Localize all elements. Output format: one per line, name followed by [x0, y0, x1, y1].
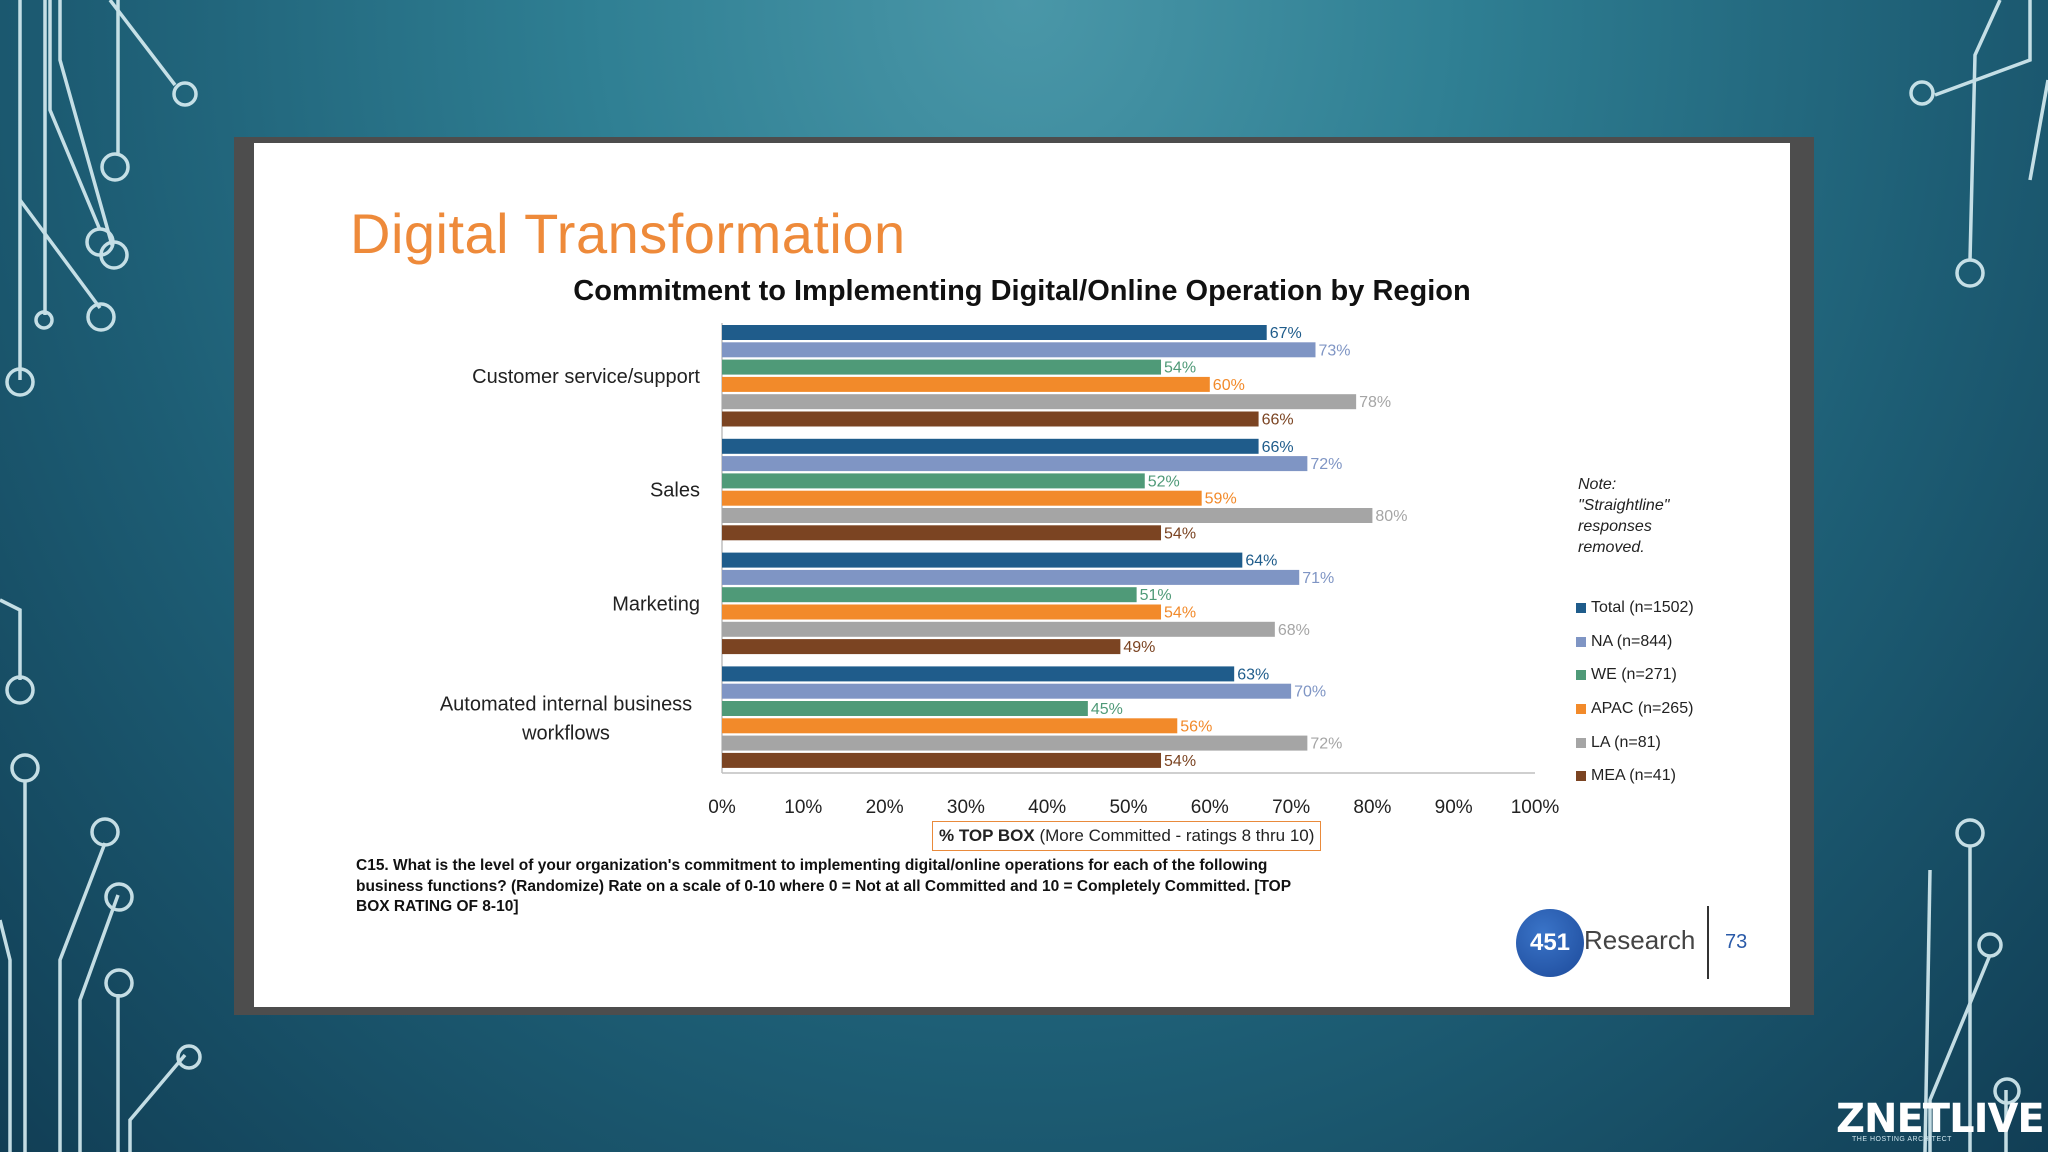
data-label: 54%: [1164, 605, 1196, 622]
legend-label: LA (n=81): [1591, 733, 1661, 751]
x-tick-label: 50%: [1109, 797, 1147, 818]
x-tick-label: 70%: [1272, 797, 1310, 818]
x-tick-label: 60%: [1191, 797, 1229, 818]
legend-swatch: [1576, 670, 1586, 681]
logo-divider: [1707, 906, 1709, 979]
logo-451-circle: 451: [1516, 909, 1584, 977]
legend-label: NA (n=844): [1591, 632, 1673, 650]
data-label: 80%: [1375, 508, 1407, 525]
bar: [722, 683, 1292, 699]
x-tick-label: 90%: [1435, 797, 1473, 818]
x-axis-title-bold: % TOP BOX: [939, 826, 1035, 845]
data-label: 68%: [1278, 622, 1310, 639]
legend-item: APAC (n=265): [1576, 692, 1694, 726]
bar: [722, 342, 1316, 358]
survey-question: C15. What is the level of your organizat…: [356, 857, 1291, 915]
legend-item: NA (n=844): [1576, 625, 1694, 659]
legend-swatch: [1576, 636, 1586, 647]
data-label: 70%: [1294, 684, 1326, 701]
data-label: 54%: [1164, 360, 1196, 377]
bar: [722, 411, 1259, 427]
category-label: Marketing: [612, 594, 700, 616]
data-label: 49%: [1123, 639, 1155, 656]
bar: [722, 325, 1267, 340]
bar: [722, 552, 1243, 568]
bar: [722, 666, 1235, 682]
bar: [722, 394, 1357, 410]
slide: Digital Transformation Commitment to Imp…: [254, 143, 1790, 1007]
category-label: Customer service/support: [472, 366, 700, 388]
bar: [722, 639, 1121, 655]
data-label: 66%: [1262, 439, 1294, 456]
legend-swatch: [1576, 737, 1586, 748]
data-label: 52%: [1148, 473, 1180, 490]
legend-label: WE (n=271): [1591, 666, 1677, 684]
data-label: 59%: [1205, 491, 1237, 508]
data-label: 45%: [1091, 701, 1123, 718]
data-label: 72%: [1310, 736, 1342, 753]
bar: [722, 718, 1178, 734]
data-label: 78%: [1359, 394, 1391, 411]
bar: [722, 569, 1300, 585]
legend-item: MEA (n=41): [1576, 759, 1694, 793]
legend-swatch: [1576, 602, 1586, 613]
x-tick-label: 20%: [866, 797, 904, 818]
bar: [722, 604, 1162, 620]
x-tick-label: 0%: [708, 797, 736, 818]
brand-tagline: THE HOSTING ARCHITECT: [1852, 1136, 1952, 1143]
data-label: 54%: [1164, 753, 1196, 770]
bar: [722, 735, 1308, 751]
data-label: 64%: [1245, 553, 1277, 570]
legend-label: Total (n=1502): [1591, 598, 1694, 616]
logo-research-text: Research: [1584, 925, 1696, 955]
bar: [722, 376, 1210, 392]
legend-label: MEA (n=41): [1591, 767, 1676, 785]
chart-note: Note: "Straightline" responses removed.: [1578, 476, 1670, 556]
category-label: Sales: [650, 480, 700, 502]
data-label: 56%: [1180, 718, 1212, 735]
legend-label: APAC (n=265): [1591, 699, 1694, 717]
data-label: 72%: [1310, 456, 1342, 473]
legend-item: Total (n=1502): [1576, 591, 1694, 625]
x-axis-title: % TOP BOX (More Committed - ratings 8 th…: [932, 821, 1322, 851]
category-label: Automated internal business: [440, 693, 692, 715]
x-tick-label: 10%: [784, 797, 822, 818]
bar: [722, 621, 1275, 637]
bar-chart: 67% 73% 54% 60% 78% 66% Customer service/suppo…: [440, 323, 1560, 818]
x-axis-title-rest: (More Committed - ratings 8 thru 10): [1039, 826, 1315, 845]
data-label: 54%: [1164, 525, 1196, 542]
bar: [722, 587, 1137, 603]
legend-swatch: [1576, 771, 1586, 782]
x-tick-label: 100%: [1511, 797, 1560, 818]
legend-item: WE (n=271): [1576, 658, 1694, 692]
chart-title: Commitment to Implementing Digital/Onlin…: [573, 275, 1471, 307]
slide-title: Digital Transformation: [350, 202, 906, 265]
data-label: 67%: [1270, 325, 1302, 342]
x-tick-label: 40%: [1028, 797, 1066, 818]
bar: [722, 438, 1259, 454]
bar: [722, 456, 1308, 472]
bar: [722, 525, 1162, 541]
brand-logo: ZNETLIVE: [1836, 1096, 2045, 1142]
page-number: 73: [1725, 931, 1748, 953]
legend-item: LA (n=81): [1576, 726, 1694, 760]
x-tick-label: 30%: [947, 797, 985, 818]
data-label: 73%: [1318, 342, 1350, 359]
legend-swatch: [1576, 703, 1586, 714]
bar: [722, 490, 1202, 506]
category-label: workflows: [521, 722, 610, 744]
bar: [722, 701, 1088, 716]
bar: [722, 359, 1162, 375]
bar: [722, 473, 1145, 489]
data-label: 51%: [1140, 587, 1172, 604]
data-label: 60%: [1213, 377, 1245, 394]
data-label: 66%: [1262, 412, 1294, 429]
data-label: 71%: [1302, 570, 1334, 587]
chart-legend: Total (n=1502) NA (n=844) WE (n=271) APAC (…: [1576, 591, 1694, 793]
bar: [722, 752, 1162, 768]
bar: [722, 508, 1373, 523]
data-label: 63%: [1237, 666, 1269, 683]
x-tick-label: 80%: [1353, 797, 1391, 818]
